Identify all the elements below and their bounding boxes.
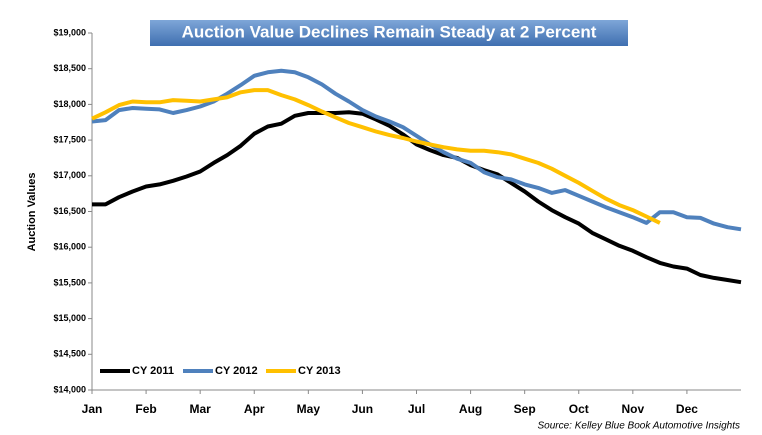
x-tick-label: Sep (514, 402, 536, 416)
x-tick-label: Nov (621, 402, 644, 416)
y-tick-label: $14,500 (53, 349, 86, 359)
x-tick-label: Jul (408, 402, 425, 416)
y-tick-label: $16,500 (53, 206, 86, 216)
legend-label: CY 2012 (215, 365, 258, 377)
x-tick-label: Jun (352, 402, 373, 416)
y-tick-label: $17,000 (53, 170, 86, 180)
x-tick-label: Aug (459, 402, 482, 416)
legend-label: CY 2013 (298, 365, 341, 377)
x-tick-label: Oct (569, 402, 589, 416)
y-tick-label: $19,000 (53, 27, 86, 37)
y-tick-label: $18,500 (53, 63, 86, 73)
x-tick-label: Mar (189, 402, 211, 416)
title-box (150, 20, 628, 46)
x-tick-label: May (297, 402, 321, 416)
y-tick-label: $15,500 (53, 277, 86, 287)
y-axis-label: Auction Values (26, 173, 38, 252)
legend-label: CY 2011 (132, 365, 174, 377)
line-series (92, 110, 742, 285)
x-tick-label: Feb (135, 402, 156, 416)
x-tick-label: Dec (676, 402, 698, 416)
line-series (91, 68, 742, 232)
line-series (91, 88, 661, 225)
y-tick-label: $14,000 (53, 384, 86, 394)
y-tick-label: $16,000 (53, 242, 86, 252)
x-tick-label: Jan (82, 402, 103, 416)
y-tick-label: $18,000 (53, 99, 86, 109)
x-tick-label: Apr (244, 402, 265, 416)
chart-title: Auction Value Declines Remain Steady at … (182, 22, 597, 41)
y-tick-label: $15,000 (53, 313, 86, 323)
source-note: Source: Kelley Blue Book Automotive Insi… (537, 421, 740, 432)
y-tick-label: $17,500 (53, 134, 86, 144)
